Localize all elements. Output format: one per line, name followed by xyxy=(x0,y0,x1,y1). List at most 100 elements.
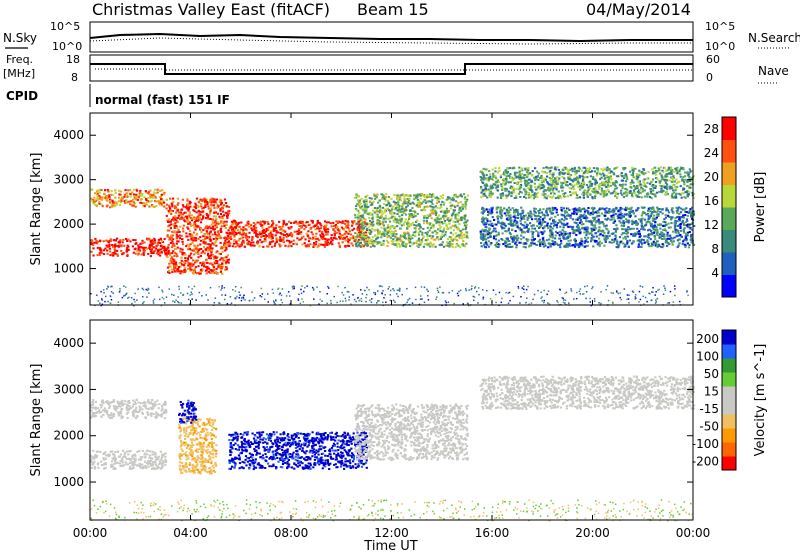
range-cell xyxy=(263,222,266,225)
range-cell xyxy=(659,166,662,169)
range-cell xyxy=(183,267,186,270)
range-cell xyxy=(179,225,182,228)
range-cell xyxy=(310,219,313,222)
range-cell xyxy=(499,208,502,211)
range-cell xyxy=(210,254,213,257)
range-cell xyxy=(176,197,179,200)
range-cell xyxy=(654,217,657,220)
range-cell xyxy=(235,222,238,225)
range-cell xyxy=(542,190,545,193)
range-cell xyxy=(358,227,361,230)
range-cell xyxy=(532,194,535,196)
range-cell xyxy=(636,190,639,193)
range-cell xyxy=(558,233,561,236)
range-cell xyxy=(328,243,331,246)
range-cell xyxy=(680,196,683,199)
range-cell xyxy=(392,238,395,241)
range-cell xyxy=(90,188,93,191)
range-cell xyxy=(668,211,671,214)
range-cell xyxy=(251,244,254,247)
range-cell xyxy=(317,244,320,247)
range-cell xyxy=(227,241,230,244)
range-cell xyxy=(592,216,595,219)
range-cell xyxy=(186,198,189,201)
range-cell xyxy=(443,227,446,230)
range-cell xyxy=(422,222,426,225)
range-cell xyxy=(355,222,358,225)
range-cell xyxy=(224,261,228,264)
range-cell xyxy=(528,245,531,248)
range-cell xyxy=(417,223,421,226)
range-cell xyxy=(371,227,374,230)
range-cell xyxy=(215,217,218,220)
nsearch-label: N.Search xyxy=(748,31,800,45)
range-cell xyxy=(402,223,405,226)
range-cell xyxy=(96,197,99,200)
range-cell xyxy=(413,194,416,197)
range-cell xyxy=(127,238,130,241)
range-cell xyxy=(491,216,494,219)
range-cell xyxy=(495,223,498,226)
range-cell xyxy=(287,239,291,242)
range-cell xyxy=(526,184,529,187)
range-cell xyxy=(200,203,203,205)
range-cell xyxy=(203,263,206,266)
range-cell xyxy=(134,202,137,205)
range-cell xyxy=(555,211,558,214)
range-cell xyxy=(396,194,399,197)
range-cell xyxy=(483,223,486,226)
range-cell xyxy=(686,234,689,237)
range-cell xyxy=(455,239,458,242)
range-cell xyxy=(221,262,224,265)
range-cell xyxy=(267,229,270,232)
range-cell xyxy=(140,246,143,249)
range-cell xyxy=(338,237,342,240)
range-cell xyxy=(451,224,454,227)
range-cell xyxy=(536,176,539,179)
range-cell xyxy=(168,204,171,207)
range-cell xyxy=(224,227,227,229)
range-cell xyxy=(647,241,650,244)
range-cell xyxy=(393,194,396,196)
range-cell xyxy=(624,208,627,211)
range-cell xyxy=(316,225,320,228)
range-cell xyxy=(617,213,620,216)
range-cell xyxy=(378,204,381,207)
range-cell xyxy=(386,207,389,210)
range-cell xyxy=(652,170,655,173)
range-cell xyxy=(624,173,627,176)
range-cell xyxy=(502,182,505,185)
range-cell xyxy=(606,228,609,231)
range-cell xyxy=(592,176,595,178)
range-cell xyxy=(251,229,254,232)
range-cell xyxy=(659,210,662,213)
range-cell xyxy=(241,241,244,244)
range-cell xyxy=(347,232,350,235)
range-cell xyxy=(315,232,318,235)
range-cell xyxy=(582,176,586,179)
range-cell xyxy=(632,172,635,175)
range-cell xyxy=(574,240,577,243)
range-cell xyxy=(192,263,195,266)
range-cell xyxy=(444,215,447,218)
range-cell xyxy=(183,219,186,222)
range-cell xyxy=(481,218,484,220)
range-cell xyxy=(404,202,407,205)
range-cell xyxy=(195,204,198,207)
range-cell xyxy=(493,223,496,226)
range-cell xyxy=(571,228,574,231)
range-cell xyxy=(637,218,641,221)
range-cell xyxy=(186,257,189,260)
range-cell xyxy=(674,167,677,170)
range-cell xyxy=(499,174,502,177)
range-cell xyxy=(565,217,568,220)
range-cell xyxy=(650,208,654,211)
range-cell xyxy=(411,207,414,209)
range-cell xyxy=(428,242,431,245)
range-cell xyxy=(591,197,594,200)
range-cell xyxy=(369,232,372,235)
range-cell xyxy=(568,175,572,178)
range-cell xyxy=(487,188,490,191)
range-cell xyxy=(374,194,377,197)
range-cell xyxy=(333,232,336,235)
